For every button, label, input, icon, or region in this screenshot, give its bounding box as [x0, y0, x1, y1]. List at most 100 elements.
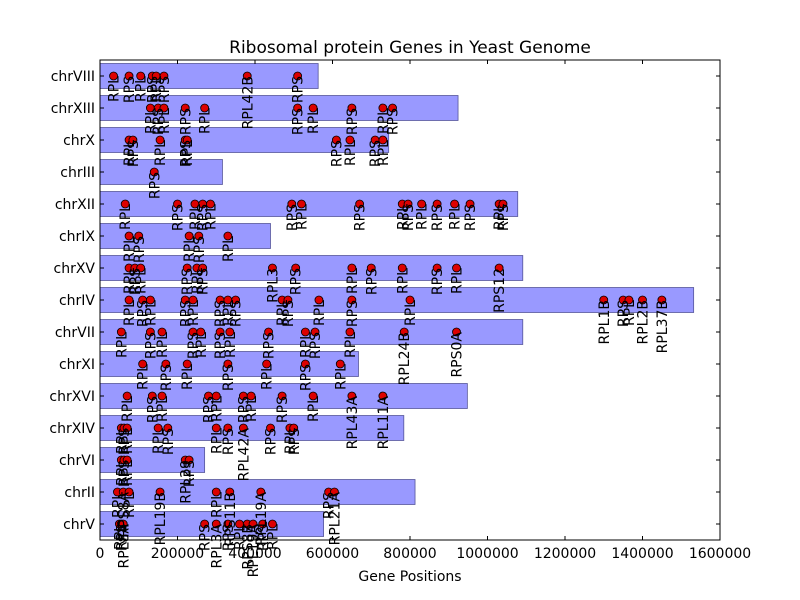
- gene-point-chrXVI-1: [147, 391, 157, 401]
- gene-point-chrXV-10: [397, 263, 407, 273]
- gene-label-chrIV-2: RPL: [143, 300, 159, 326]
- gene-label-chrV-2: RPL8A: [116, 524, 132, 569]
- gene-label-chrXV-0: RPL: [122, 268, 138, 294]
- y-tick-label-chrIX: chrIX: [59, 229, 95, 245]
- gene-label-chrXV-13: RPS12: [492, 268, 508, 313]
- gene-point-chrVIII-0: [109, 71, 118, 81]
- gene-point-chrXIII-9: [388, 103, 397, 113]
- gene-label-chrIV-9: RPS: [281, 300, 297, 327]
- gene-label-chrII-6: RPL19A: [254, 492, 270, 546]
- gene-point-chrVI-4: [184, 455, 194, 465]
- gene-label-chrVII-5: RPS: [213, 332, 229, 359]
- gene-label-chrXVI-10: RPL11A: [376, 396, 392, 450]
- x-tick-label-1: 200000: [151, 546, 204, 562]
- gene-label-chrXII-2: RPL: [188, 204, 204, 230]
- y-tick-label-chrXVI: chrXVI: [49, 389, 95, 405]
- gene-point-chrXII-9: [403, 199, 413, 209]
- gene-label-chrV-8: RPL19A: [246, 524, 262, 578]
- gene-label-chrX-7: RPS: [368, 140, 384, 167]
- gene-label-chrV-1: RPS: [114, 524, 130, 551]
- gene-label-chrXV-9: RPS: [364, 268, 380, 295]
- gene-point-chrVIII-7: [293, 71, 303, 81]
- gene-point-chrXIII-2: [159, 103, 169, 113]
- gene-label-chrVI-2: RPL: [120, 460, 136, 486]
- gene-point-chrVII-8: [300, 327, 310, 337]
- gene-label-chrXIV-4: RPS: [161, 428, 177, 455]
- gene-point-chrVII-9: [310, 327, 320, 337]
- gene-label-chrII-0: RPL: [110, 492, 126, 518]
- gene-label-chrXI-3: RPS: [221, 364, 237, 391]
- gene-point-chrXV-12: [452, 263, 461, 273]
- gene-point-chrXVI-0: [122, 391, 132, 401]
- gene-point-chrVIII-1: [124, 71, 134, 81]
- gene-label-chrXIV-9: RPL: [283, 428, 299, 454]
- gene-point-chrIX-1: [134, 231, 144, 241]
- gene-point-chrXI-5: [300, 359, 310, 369]
- gene-point-chrXV-9: [366, 263, 376, 273]
- gene-label-chrIV-6: RPL: [221, 300, 237, 326]
- gene-label-chrIV-0: RPL: [122, 300, 138, 326]
- gene-label-chrXVI-1: RPS: [145, 396, 161, 423]
- gene-point-chrIV-17: [657, 295, 667, 305]
- gene-point-chrXII-13: [465, 199, 475, 209]
- gene-point-chrVI-2: [122, 455, 132, 465]
- gene-label-chrXIII-8: RPL: [376, 108, 392, 134]
- gene-point-chrXII-11: [432, 199, 442, 209]
- y-tick-label-chrXII: chrXII: [55, 197, 95, 213]
- gene-point-chrXIV-2: [122, 423, 132, 433]
- gene-label-chrXIII-3: RPS: [178, 108, 194, 135]
- gene-point-chrX-1: [128, 135, 138, 145]
- gene-label-chrXVI-0: RPL: [120, 396, 136, 422]
- gene-label-chrXV-10: RPL: [395, 268, 411, 294]
- chromosome-bar-chrXIV: [99, 415, 405, 441]
- gene-label-chrXII-9: RPS: [401, 204, 417, 231]
- gene-label-chrXVI-6: RPL: [244, 396, 260, 422]
- gene-point-chrXIV-7: [238, 423, 248, 433]
- gene-label-chrVII-12: RPS0A: [450, 332, 466, 378]
- gene-point-chrXI-4: [262, 359, 272, 369]
- gene-label-chrXVI-2: RPL: [155, 396, 171, 422]
- gene-point-chrXII-10: [417, 199, 427, 209]
- y-tick-label-chrX: chrX: [63, 133, 95, 149]
- gene-label-chrIV-13: RPL1B: [597, 300, 613, 344]
- gene-point-chrXVI-2: [157, 391, 167, 401]
- gene-label-chrXIV-2: RPL: [120, 428, 136, 454]
- gene-point-chrVIII-2: [136, 71, 146, 81]
- gene-point-chrVII-5: [215, 327, 225, 337]
- gene-label-chrXIV-7: RPL42A: [236, 428, 252, 482]
- chromosome-bar-chrIII: [99, 159, 223, 185]
- gene-point-chrXII-1: [173, 199, 182, 209]
- gene-label-chrVIII-1: RPS: [122, 76, 138, 103]
- gene-label-chrXV-2: RPL: [134, 268, 150, 294]
- gene-label-chrIV-14: RPS: [616, 300, 632, 327]
- gene-label-chrXIV-3: RPL: [151, 428, 167, 454]
- gene-label-chrVII-8: RPL: [298, 332, 314, 358]
- gene-point-chrX-6: [345, 135, 355, 145]
- gene-label-chrXII-1: RPS: [171, 204, 187, 231]
- y-tick-label-chrIII: chrIII: [60, 165, 95, 181]
- gene-point-chrXV-6: [268, 263, 277, 273]
- gene-point-chrV-9: [258, 519, 268, 529]
- gene-point-chrIX-3: [194, 231, 204, 241]
- gene-label-chrXII-15: RPS: [496, 204, 512, 231]
- gene-label-chrVII-6: RPL: [223, 332, 239, 358]
- gene-point-chrII-5: [225, 487, 235, 497]
- gene-label-chrX-2: RPL: [153, 140, 169, 166]
- gene-point-chrXIV-3: [153, 423, 163, 433]
- gene-label-chrXII-6: RPL: [295, 204, 311, 230]
- gene-point-chrV-3: [200, 519, 210, 529]
- gene-point-chrIV-9: [283, 295, 293, 305]
- y-tick-label-chrXI: chrXI: [59, 357, 95, 373]
- gene-label-chrIV-10: RPL: [312, 300, 328, 326]
- gene-point-chrXVI-6: [246, 391, 256, 401]
- gene-label-chrXV-8: RPL: [345, 268, 361, 294]
- gene-label-chrVII-7: RPS: [262, 332, 278, 359]
- gene-label-chrXI-4: RPL: [260, 364, 276, 390]
- x-tick-label-4: 800000: [383, 546, 436, 562]
- gene-label-chrIV-8: RPL: [275, 300, 291, 326]
- gene-label-chrXVI-9: RPL43A: [345, 396, 361, 450]
- gene-label-chrII-4: RPL: [209, 492, 225, 518]
- gene-label-chrXII-12: RPL: [448, 204, 464, 230]
- gene-point-chrXVI-10: [378, 391, 388, 401]
- gene-label-chrIX-1: RPS: [132, 236, 148, 263]
